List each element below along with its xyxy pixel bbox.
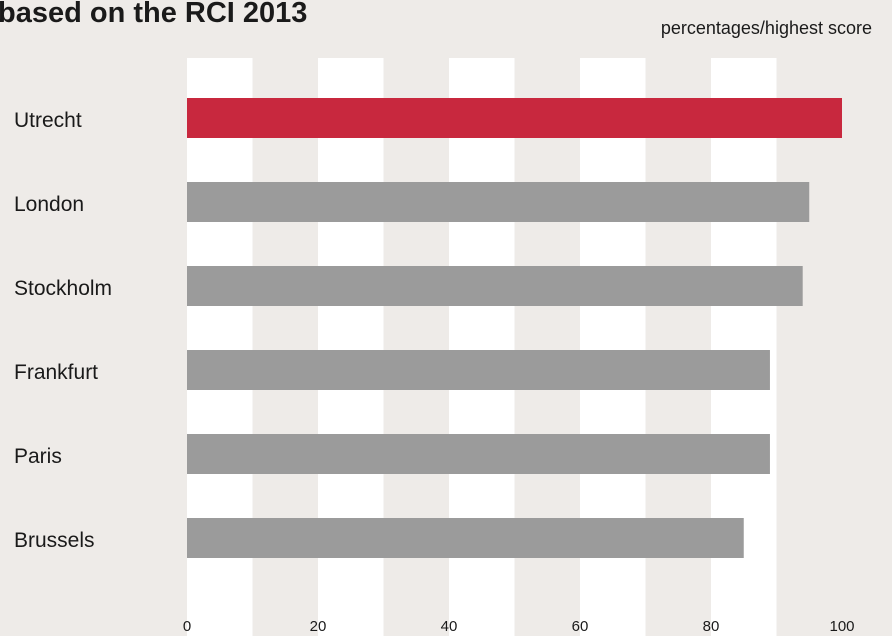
x-tick-label: 80	[703, 618, 720, 635]
bar	[187, 518, 744, 558]
bar	[187, 266, 803, 306]
x-tick-label: 0	[183, 618, 191, 635]
chart-title: based on the RCI 2013	[0, 0, 307, 29]
y-tick-label: Paris	[14, 445, 62, 468]
x-tick-label: 60	[572, 618, 589, 635]
y-tick-label: Stockholm	[14, 277, 112, 300]
y-tick-label: Brussels	[14, 529, 95, 552]
chart-subtitle: percentages/highest score	[661, 18, 872, 38]
x-tick-label: 40	[441, 618, 458, 635]
y-tick-label: Frankfurt	[14, 361, 98, 384]
bar	[187, 350, 770, 390]
x-tick-label: 20	[310, 618, 327, 635]
bar	[187, 98, 842, 138]
x-tick-label: 100	[829, 618, 854, 635]
y-tick-label: Utrecht	[14, 109, 82, 132]
bar	[187, 434, 770, 474]
y-tick-label: London	[14, 193, 84, 216]
bar	[187, 182, 810, 222]
